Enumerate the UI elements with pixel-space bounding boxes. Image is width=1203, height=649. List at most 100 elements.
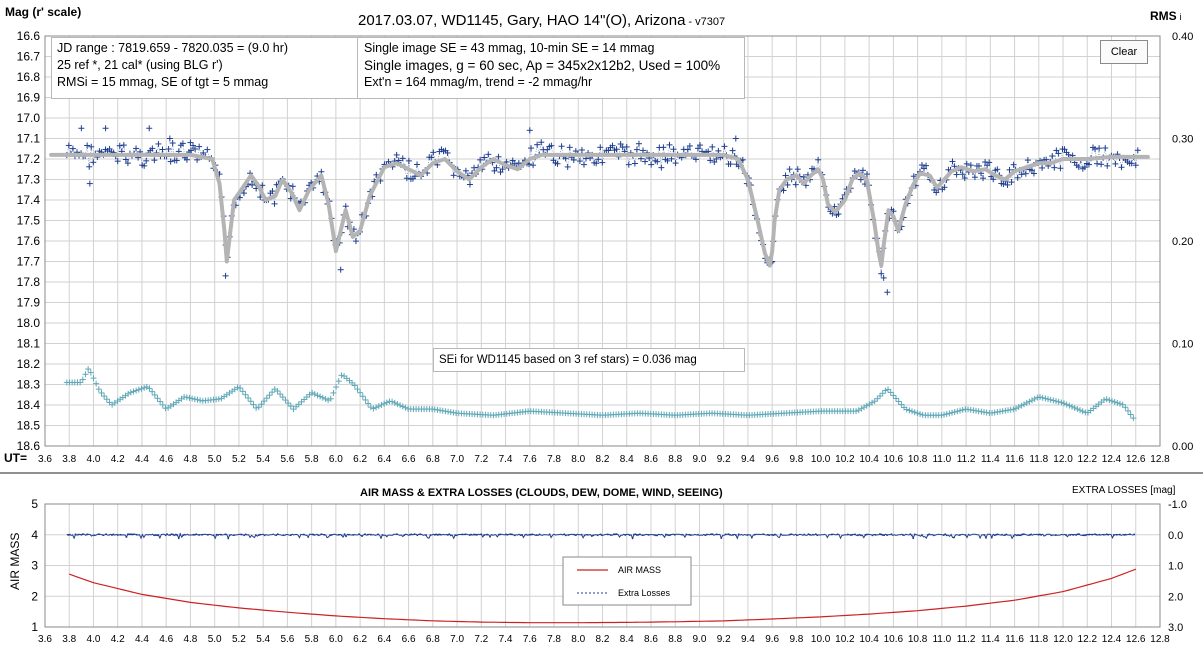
bottom-x-tick-label: 10.8 (908, 634, 928, 645)
info-se-line: Single image SE = 43 mmag, 10-min SE = 1… (364, 41, 655, 55)
top-x-tick-label: 11.8 (1029, 454, 1048, 465)
top-x-tick-label: 3.8 (62, 454, 76, 465)
top-y-tick-label: 17.1 (17, 132, 41, 146)
extra-losses-line (66, 532, 1135, 540)
top-y-tick-label: 18.3 (17, 378, 41, 392)
top-y-tick-label: 18.2 (17, 357, 41, 371)
bottom-x-tick-label: 7.2 (474, 634, 488, 645)
top-x-tick-label: 6.2 (353, 454, 367, 465)
top-y-tick-label: 16.9 (17, 91, 41, 105)
bottom-x-tick-label: 4.2 (111, 634, 125, 645)
clear-button[interactable]: Clear (1100, 40, 1148, 64)
bottom-x-tick-label: 9.2 (717, 634, 731, 645)
top-x-tick-label: 3.6 (38, 454, 52, 465)
top-y-tick-label: 17.5 (17, 214, 41, 228)
bottom-x-tick-label: 6.8 (426, 634, 440, 645)
bottom-y2-tick-label: -1.0 (1168, 499, 1187, 511)
bottom-x-tick-label: 7.4 (499, 634, 513, 645)
bottom-x-tick-label: 8.4 (620, 634, 634, 645)
top-x-tick-label: 8.8 (668, 454, 682, 465)
top-y-tick-label: 18.5 (17, 419, 41, 433)
top-x-tick-label: 6.0 (329, 454, 343, 465)
top-y-axis-label: Mag (r' scale) (5, 5, 81, 19)
top-x-tick-label: 4.6 (159, 454, 173, 465)
bottom-y2-tick-label: 2.0 (1168, 591, 1183, 603)
top-x-tick-label: 12.6 (1126, 454, 1146, 465)
legend-box: AIR MASS Extra Losses (562, 556, 692, 606)
info-ext-line: Ext'n = 164 mmag/m, trend = -2 mmag/hr (364, 75, 593, 89)
bottom-x-tick-label: 7.0 (450, 634, 464, 645)
top-x-tick-label: 12.4 (1102, 454, 1122, 465)
top-y-tick-label: 17.0 (17, 111, 41, 125)
bottom-x-tick-label: 5.8 (305, 634, 319, 645)
top-axes: 3.6 3.8 4.0 4.2 4.4 4.6 4.8 5.0 5.2 5.4 5.6 5.8 6.0 6… (17, 29, 1194, 465)
bottom-x-tick-label: 12.6 (1126, 634, 1146, 645)
top-x-tick-label: 10.8 (908, 454, 928, 465)
top-series (49, 125, 1150, 422)
bottom-y2-tick-label: 0.0 (1168, 530, 1183, 542)
bottom-x-tick-label: 11.6 (1005, 634, 1024, 645)
top-x-tick-label: 9.6 (765, 454, 779, 465)
bottom-x-tick-label: 10.2 (835, 634, 855, 645)
bottom-x-tick-label: 8.6 (644, 634, 658, 645)
bottom-x-tick-label: 6.4 (377, 634, 391, 645)
bottom-x-tick-label: 12.4 (1102, 634, 1122, 645)
legend-extra-label: Extra Losses (618, 588, 671, 598)
bottom-chart-title: AIR MASS & EXTRA LOSSES (CLOUDS, DEW, DO… (360, 487, 723, 499)
top-x-tick-label: 4.2 (111, 454, 125, 465)
top-x-tick-label: 9.4 (741, 454, 755, 465)
top-x-tick-label: 8.0 (571, 454, 585, 465)
bottom-x-tick-label: 11.4 (981, 634, 1000, 645)
top-x-tick-label: 7.0 (450, 454, 464, 465)
bottom-x-tick-label: 10.4 (859, 634, 879, 645)
bottom-x-tick-label: 9.4 (741, 634, 755, 645)
bottom-x-tick-label: 9.0 (693, 634, 707, 645)
bottom-x-tick-label: 9.6 (765, 634, 779, 645)
top-x-tick-label: 12.0 (1053, 454, 1073, 465)
bottom-x-tick-label: 7.8 (547, 634, 561, 645)
bottom-x-tick-label: 4.4 (135, 634, 149, 645)
bottom-y-tick-label: 3 (31, 559, 38, 573)
info-range-line: JD range : 7819.659 - 7820.035 = (9.0 hr… (57, 41, 289, 55)
bottom-series (66, 532, 1137, 624)
top-y-tick-label: 18.1 (17, 337, 41, 351)
top-x-tick-label: 6.6 (402, 454, 416, 465)
top-x-tick-label: 10.2 (835, 454, 855, 465)
bottom-x-tick-label: 8.2 (596, 634, 610, 645)
bottom-x-tick-label: 8.0 (571, 634, 585, 645)
top-y-tick-label: 16.7 (17, 50, 41, 64)
top-y2-axis-label: RMS i (1150, 9, 1182, 23)
bottom-x-tick-label: 12.2 (1078, 634, 1098, 645)
bottom-y-tick-label: 4 (31, 528, 38, 542)
top-x-tick-label: 10.0 (811, 454, 831, 465)
title-main: 2017.03.07, WD1145, Gary, HAO 14"(O), Ar… (358, 12, 686, 29)
bottom-x-tick-label: 11.8 (1029, 634, 1048, 645)
top-y2-tick-label: 0.20 (1172, 236, 1193, 248)
info-rms-line: RMSi = 15 mmag, SE of tgt = 5 mmag (57, 75, 269, 89)
top-y2-tick-label: 0.00 (1172, 441, 1193, 453)
top-x-tick-label: 4.4 (135, 454, 149, 465)
top-x-tick-label: 6.4 (377, 454, 391, 465)
bottom-x-tick-label: 7.6 (523, 634, 537, 645)
top-y-tick-label: 16.6 (17, 29, 41, 43)
info-box-range: JD range : 7819.659 - 7820.035 = (9.0 hr… (51, 37, 363, 99)
top-x-tick-label: 10.6 (884, 454, 904, 465)
bottom-y-tick-label: 5 (31, 497, 38, 511)
top-y2-tick-label: 0.40 (1172, 31, 1193, 43)
top-x-tick-label: 8.2 (596, 454, 610, 465)
model-curve (49, 152, 1150, 268)
bottom-x-tick-label: 8.8 (668, 634, 682, 645)
version-label: - v7307 (688, 16, 725, 28)
top-y-tick-label: 17.2 (17, 152, 41, 166)
top-x-tick-label: 9.8 (789, 454, 803, 465)
bottom-y2-tick-label: 3.0 (1168, 622, 1183, 634)
top-x-tick-label: 4.0 (87, 454, 101, 465)
bottom-x-tick-label: 11.2 (957, 634, 976, 645)
top-x-tick-label: 6.8 (426, 454, 440, 465)
bottom-x-tick-label: 5.4 (256, 634, 270, 645)
top-x-tick-label: 8.6 (644, 454, 658, 465)
top-x-tick-label: 11.6 (1005, 454, 1024, 465)
top-x-tick-label: 11.2 (957, 454, 976, 465)
top-y-tick-label: 17.6 (17, 234, 41, 248)
